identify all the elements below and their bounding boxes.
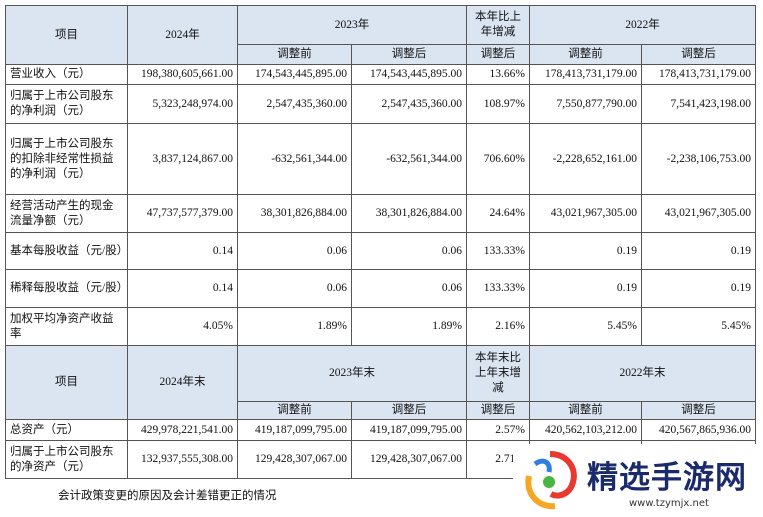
data-cell: 0.19 [641,269,756,308]
data-cell: 7,541,423,198.00 [641,84,756,124]
data-cell: 0.06 [237,232,352,270]
data-cell: 24.64% [466,194,530,233]
data-cell: 174,543,445,895.00 [351,64,467,85]
row-label: 经营活动产生的现金流量净额（元） [5,194,128,233]
watermark: 精选手游网 www.tzymjx.net [513,444,763,517]
data-cell: 178,413,731,179.00 [529,64,642,85]
watermark-logo [525,451,577,510]
data-cell: 706.60% [466,123,530,195]
table-row: 项目 2024年 2023年 本年比上年增减 2022年 [5,5,756,65]
data-cell: 4.05% [127,307,238,346]
header-cell: 2024年末 [127,345,238,420]
table-row: 加权平均净资产收益率 4.05% 1.89% 1.89% 2.16% 5.45% 5.45% [5,307,756,346]
header-cell: 2023年末 [237,345,467,402]
data-cell: 0.19 [529,232,642,270]
table-row: 归属于上市公司股东的扣除非经常性损益的净利润（元） 3,837,124,867.0… [5,123,756,195]
row-label: 营业收入（元） [5,64,128,85]
header-cell: 本年末比上年末增减 [466,345,530,402]
data-cell: 38,301,826,884.00 [351,194,467,233]
table-row: 营业收入（元） 198,380,605,661.00 174,543,445,895… [5,64,756,85]
data-cell: 0.19 [529,269,642,308]
row-label: 归属于上市公司股东的净资产（元） [5,440,128,479]
data-cell: 0.06 [351,232,467,270]
data-cell: 2.57% [466,419,530,441]
data-cell: 3,837,124,867.00 [127,123,238,195]
data-cell: 2.16% [466,307,530,346]
subheader-cell: 调整后 [641,401,756,420]
data-cell: 0.19 [641,232,756,270]
data-cell: 2,547,435,360.00 [351,84,467,124]
data-cell: 419,187,099,795.00 [351,419,467,441]
data-cell: -632,561,344.00 [237,123,352,195]
data-cell: -2,238,106,753.00 [641,123,756,195]
subheader-cell: 调整后 [641,44,756,65]
row-label: 加权平均净资产收益率 [5,307,128,346]
data-cell: 0.06 [351,269,467,308]
data-cell: 129,428,307,067.00 [351,440,467,479]
subheader-cell: 调整后 [351,401,467,420]
data-cell: 5.45% [641,307,756,346]
subheader-cell: 调整后 [351,44,467,65]
data-cell: 13.66% [466,64,530,85]
data-cell: 0.14 [127,269,238,308]
data-cell: -632,561,344.00 [351,123,467,195]
row-label: 归属于上市公司股东的扣除非经常性损益的净利润（元） [5,123,128,195]
data-cell: 2,547,435,360.00 [237,84,352,124]
data-cell: 420,567,865,936.00 [641,419,756,441]
data-cell: 198,380,605,661.00 [127,64,238,85]
data-cell: 1.89% [237,307,352,346]
data-cell: 132,937,555,308.00 [127,440,238,479]
data-cell: 1.89% [351,307,467,346]
data-cell: 419,187,099,795.00 [237,419,352,441]
table-row: 基本每股收益（元/股） 0.14 0.06 0.06 133.33% 0.19 0.19 [5,232,756,270]
footnote: 会计政策变更的原因及会计差错更正的情况 [58,490,277,502]
data-cell: 0.06 [237,269,352,308]
data-cell: 174,543,445,895.00 [237,64,352,85]
subheader-cell: 调整前 [237,401,352,420]
data-cell: 5.45% [529,307,642,346]
data-cell: 5,323,248,974.00 [127,84,238,124]
data-cell: 133.33% [466,269,530,308]
subheader-cell: 调整前 [237,44,352,65]
table-row: 经营活动产生的现金流量净额（元） 47,737,577,379.00 38,301,… [5,194,756,233]
table-row: 项目 2024年末 2023年末 本年末比上年末增减 2022年末 [5,345,756,420]
header-cell: 项目 [5,5,128,65]
subheader-cell: 调整后 [466,401,530,420]
table-body: 项目 2024年 2023年 本年比上年增减 2022年 调整前 调整后 调整后 调整前 调整后营… [5,5,756,479]
header-cell: 2023年 [237,5,467,45]
subheader-cell: 调整后 [466,44,530,65]
data-cell: -2,228,652,161.00 [529,123,642,195]
data-cell: 47,737,577,379.00 [127,194,238,233]
watermark-url: www.tzymjx.net [629,498,709,509]
data-cell: 7,550,877,790.00 [529,84,642,124]
subheader-cell: 调整前 [529,401,642,420]
data-cell: 38,301,826,884.00 [237,194,352,233]
subheader-cell: 调整前 [529,44,642,65]
data-cell: 43,021,967,305.00 [641,194,756,233]
header-cell: 2024年 [127,5,238,65]
data-cell: 108.97% [466,84,530,124]
financial-table: 项目 2024年 2023年 本年比上年增减 2022年 调整前 调整后 调整后 调整前 调整后营… [5,5,756,479]
header-cell: 2022年末 [529,345,756,402]
data-cell: 420,562,103,212.00 [529,419,642,441]
data-cell: 178,413,731,179.00 [641,64,756,85]
row-label: 总资产（元） [5,419,128,441]
row-label: 稀释每股收益（元/股） [5,269,128,308]
data-cell: 43,021,967,305.00 [529,194,642,233]
header-cell: 本年比上年增减 [466,5,530,45]
data-cell: 429,978,221,541.00 [127,419,238,441]
data-cell: 133.33% [466,232,530,270]
table-row: 归属于上市公司股东的净利润（元） 5,323,248,974.00 2,547,43… [5,84,756,124]
table-row: 总资产（元） 429,978,221,541.00 419,187,099,795.… [5,419,756,441]
table-row: 调整前 调整后 调整后 调整前 调整后 [6,44,756,65]
row-label: 基本每股收益（元/股） [5,232,128,270]
data-cell: 129,428,307,067.00 [237,440,352,479]
data-cell: 0.14 [127,232,238,270]
header-cell: 2022年 [529,5,756,45]
row-label: 归属于上市公司股东的净利润（元） [5,84,128,124]
watermark-name: 精选手游网 [587,460,747,496]
table-row: 稀释每股收益（元/股） 0.14 0.06 0.06 133.33% 0.19 0.19 [5,269,756,308]
header-cell: 项目 [5,345,128,420]
